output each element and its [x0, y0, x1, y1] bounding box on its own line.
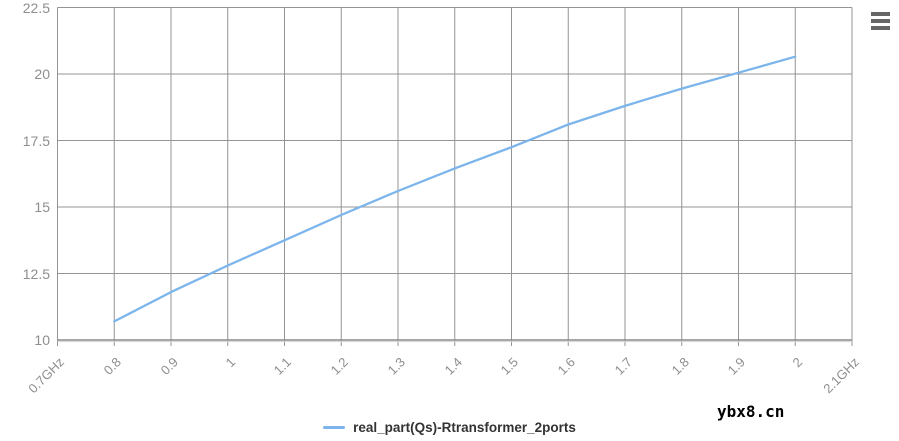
- y-axis-tick-label: 15: [34, 199, 50, 215]
- hamburger-icon: [871, 19, 890, 23]
- y-axis-tick-label: 12.5: [22, 265, 50, 282]
- watermark-text: ybx8.cn: [717, 402, 785, 421]
- series-line[interactable]: [113, 55, 797, 323]
- hamburger-icon: [871, 12, 890, 16]
- hamburger-icon: [871, 26, 890, 30]
- y-axis-tick-label: 22.5: [22, 0, 50, 16]
- y-axis-tick-label: 10: [34, 332, 50, 348]
- legend-item[interactable]: real_part(Qs)-Rtransformer_2ports: [0, 416, 899, 438]
- legend-line-marker: [323, 425, 346, 429]
- y-axis-tick-label: 17.5: [22, 132, 50, 149]
- context-menu-button[interactable]: [866, 7, 895, 35]
- y-axis-tick-label: 20: [34, 66, 50, 82]
- legend-label: real_part(Qs)-Rtransformer_2ports: [353, 419, 576, 435]
